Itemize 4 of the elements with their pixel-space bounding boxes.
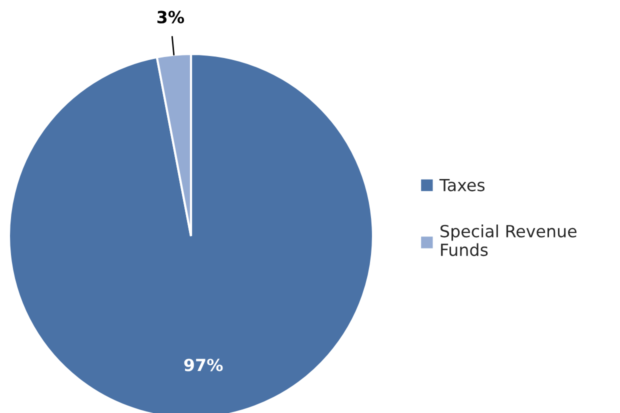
legend-label: Taxes: [439, 178, 485, 192]
data-label: 97%: [184, 358, 223, 372]
legend-label: Special Revenue Funds: [440, 224, 576, 256]
data-label: 3%: [157, 10, 184, 24]
